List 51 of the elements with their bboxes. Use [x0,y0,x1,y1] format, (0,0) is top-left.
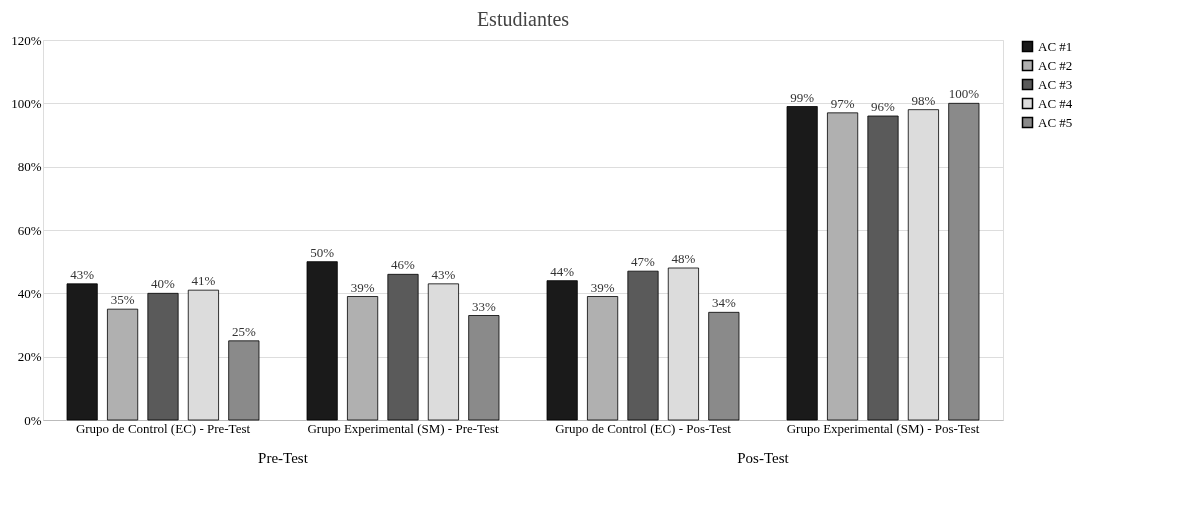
y-tick-label: 100% [11,95,42,111]
data-label: 40% [151,276,176,292]
data-label: 43% [70,266,95,282]
legend-label: AC #1 [1038,38,1073,54]
legend-label: AC #4 [1038,95,1073,111]
data-label: 50% [310,244,335,260]
data-label: 44% [550,263,575,279]
data-label: 48% [671,251,696,266]
data-label: 43% [431,266,456,282]
bar [228,340,260,421]
y-tick-label: 20% [17,349,42,365]
data-label: 97% [830,95,855,111]
bar [627,270,659,421]
bar [708,311,740,421]
y-tick-label: 80% [17,159,42,175]
legend-label: AC #5 [1038,114,1073,130]
data-label: 39% [590,279,615,295]
chart-title: Estudiantes [476,8,570,30]
data-label: 100% [948,86,980,102]
data-label: 39% [350,279,375,295]
x-tick-label: Grupo Experimental (SM) - Pre-Test [307,420,499,436]
data-label: 34% [711,295,736,311]
y-tick-label: 60% [17,222,42,238]
data-label: 96% [871,99,896,114]
x-tick-label: Grupo Experimental (SM) - Pos-Test [786,420,980,436]
legend-label: AC #2 [1038,57,1073,73]
data-label: 99% [790,89,815,105]
data-label: 46% [391,257,416,273]
data-label: 47% [631,254,656,270]
bar [867,115,899,421]
x-tick-label: Grupo de Control (EC) - Pre-Test [75,420,251,436]
bar [948,102,980,421]
bar [66,283,98,421]
y-tick-label: 40% [17,285,42,301]
data-label: 33% [471,298,496,314]
bar [306,261,338,421]
bar [546,280,578,421]
legend-label: AC #3 [1038,76,1073,92]
bar [147,292,179,421]
data-label: 25% [231,323,256,339]
data-label: 35% [110,292,135,308]
x-tick-label: Grupo de Control (EC) - Pos-Test [555,420,732,436]
bar [387,273,419,421]
bar [468,315,500,421]
y-tick-label: 120% [11,32,42,48]
data-label: 41% [191,273,216,289]
text: Pos-Test [737,450,790,466]
bar [786,106,818,421]
text: Pre-Test [258,450,309,466]
y-tick-label: 0% [24,412,42,428]
data-label: 98% [911,92,936,108]
